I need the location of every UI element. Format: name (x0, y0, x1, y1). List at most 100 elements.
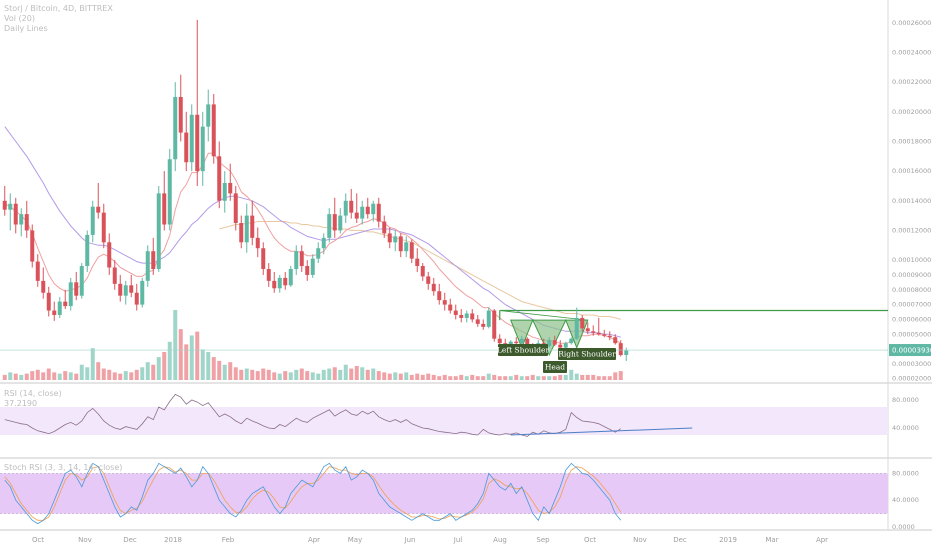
volume-bar (349, 368, 354, 380)
candle-body (35, 261, 40, 281)
candle-body (211, 104, 216, 157)
candle-body (112, 267, 117, 284)
candle-body (189, 114, 194, 163)
volume-bar (431, 374, 436, 380)
volume-bar (541, 376, 546, 380)
candle-body (497, 338, 502, 344)
current-price-tag-bg (889, 344, 931, 357)
volume-bar (277, 373, 282, 380)
volume-bar (365, 369, 370, 380)
head-label: Head (545, 363, 565, 372)
x-tick-label: Sep (536, 536, 550, 544)
candle-body (74, 282, 79, 296)
volume-bar (530, 374, 535, 380)
candle-body (41, 280, 46, 293)
stoch-label: Stoch RSI (3, 3, 14, 14, close) (4, 463, 123, 472)
volume-bar (266, 369, 271, 380)
candle-body (365, 206, 370, 215)
candle-body (508, 341, 513, 347)
candle-body (200, 126, 205, 172)
stoch-k-line (4, 462, 622, 525)
candle-body (178, 96, 183, 133)
candle-body (426, 276, 431, 284)
candle-body (145, 251, 150, 281)
candle-body (519, 338, 524, 344)
candle-body (580, 317, 585, 329)
stoch-d-line (4, 466, 622, 521)
volume-bar (57, 373, 62, 380)
candle-body (228, 182, 233, 194)
volume-bar (189, 335, 194, 380)
volume-bar (233, 367, 238, 380)
candle-body (244, 215, 249, 243)
candle-body (618, 343, 623, 356)
volume-bar (316, 373, 321, 380)
candle-body (596, 332, 601, 335)
volume-bar (552, 376, 557, 380)
price-tick-label: 0.00008000 (892, 286, 931, 294)
volume-bar (618, 371, 623, 380)
candle-body (382, 221, 387, 234)
price-tick-label: 0.00006000 (892, 315, 931, 323)
price-tick-label: 0.00026000 (892, 19, 931, 27)
volume-bar (442, 374, 447, 380)
volume-bar (398, 373, 403, 380)
candle-body (222, 182, 227, 201)
candle-body (569, 338, 574, 344)
volume-bar (503, 376, 508, 380)
candle-body (349, 200, 354, 213)
candle-body (162, 193, 167, 225)
candle-body (206, 104, 211, 127)
candle-body (613, 337, 618, 344)
volume-bar (448, 376, 453, 380)
volume-bar (217, 360, 222, 380)
volume-bar (536, 376, 541, 380)
stoch-tick-label: 0.0000 (892, 523, 915, 531)
volume-bar (514, 374, 519, 380)
candle-body (140, 280, 145, 305)
volume-bar (2, 374, 7, 380)
candle-body (514, 341, 519, 344)
volume-bar (585, 374, 590, 380)
candle-body (316, 248, 321, 259)
volume-bar (305, 371, 310, 380)
price-tick-label: 0.00005000 (892, 330, 931, 338)
price-tick-label: 0.00018000 (892, 137, 931, 145)
volume-bar (145, 362, 150, 380)
volume-bar (239, 369, 244, 380)
candle-body (261, 248, 266, 270)
candle-body (475, 319, 480, 324)
x-tick-label: Apr (816, 536, 828, 544)
volume-bar (74, 373, 79, 380)
volume-label: Vol (20) (4, 14, 35, 23)
volume-bar (178, 329, 183, 380)
candle-body (272, 280, 277, 289)
volume-bar (470, 374, 475, 380)
candle-body (266, 269, 271, 281)
candle-body (294, 251, 299, 270)
volume-bar (486, 373, 491, 380)
volume-bar (437, 376, 442, 380)
volume-bar (261, 368, 266, 380)
volume-bar (79, 364, 84, 380)
rsi-line (4, 393, 622, 437)
x-tick-label: Nov (78, 536, 92, 544)
candle-body (8, 203, 13, 210)
candle-body (156, 193, 161, 270)
candle-body (107, 242, 112, 268)
volume-bar (607, 376, 612, 380)
volume-bar (173, 310, 178, 380)
candle-body (398, 236, 403, 252)
ma-mid-line (4, 126, 621, 338)
volume-bar (294, 369, 299, 380)
volume-bar (200, 349, 205, 380)
volume-bar (255, 371, 260, 380)
candle-body (288, 269, 293, 286)
volume-bar (321, 369, 326, 380)
candle-body (68, 282, 73, 307)
rsi-band (0, 407, 888, 435)
stoch-tick-label: 40.0000 (892, 496, 919, 504)
candle-body (134, 292, 139, 305)
volume-bar (85, 367, 90, 380)
